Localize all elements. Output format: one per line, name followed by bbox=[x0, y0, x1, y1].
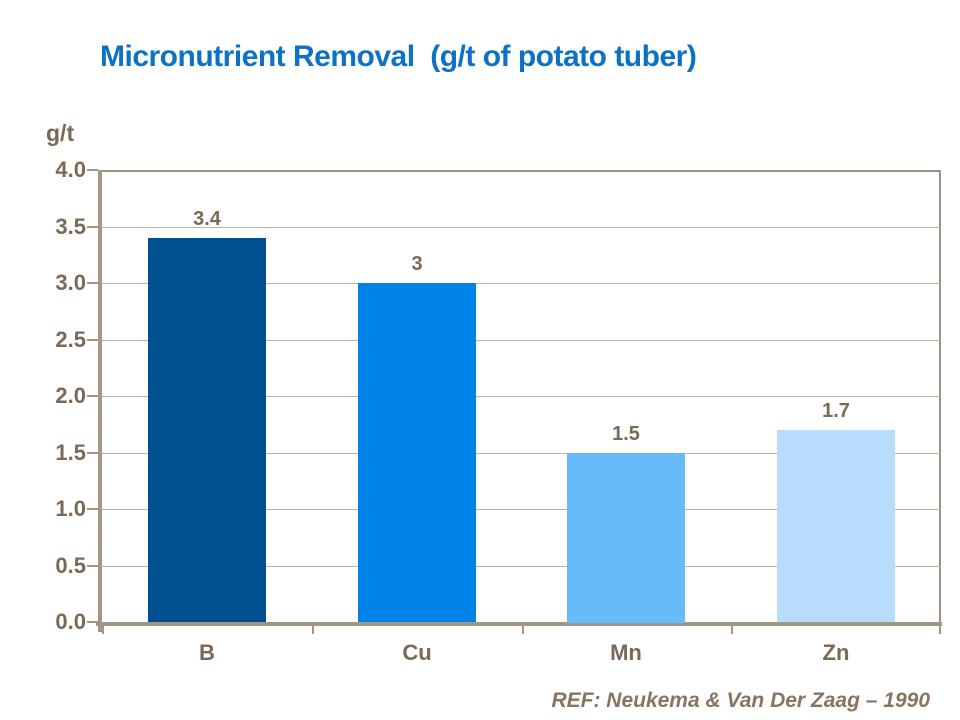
category-label-Zn: Zn bbox=[822, 640, 850, 665]
y-tick-2.0 bbox=[87, 395, 98, 397]
bar-value-label-B: 3.4 bbox=[193, 208, 221, 230]
y-tick-label-4.0: 4.0 bbox=[55, 157, 86, 182]
reference-citation: REF: Neukema & Van Der Zaag – 1990 bbox=[551, 689, 930, 712]
category-label-Mn: Mn bbox=[610, 640, 642, 665]
gridline-2.5 bbox=[102, 340, 941, 341]
category-label-Cu: Cu bbox=[402, 640, 432, 665]
y-axis-unit-label: g/t bbox=[46, 120, 75, 146]
chart-title: Micronutrient Removal (g/t of potato tub… bbox=[100, 40, 697, 73]
gridline-3.0 bbox=[102, 283, 941, 284]
y-tick-label-0.5: 0.5 bbox=[55, 553, 86, 578]
y-tick-label-1.0: 1.0 bbox=[55, 496, 86, 521]
x-boundary-tick-3 bbox=[731, 626, 733, 634]
bar-Cu bbox=[358, 283, 476, 622]
bar-value-label-Cu: 3 bbox=[411, 253, 423, 275]
y-tick-label-1.5: 1.5 bbox=[55, 440, 86, 465]
gridline-2.0 bbox=[102, 396, 941, 397]
y-tick-3.0 bbox=[87, 282, 98, 284]
x-boundary-tick-2 bbox=[522, 626, 524, 634]
y-tick-3.5 bbox=[87, 226, 98, 228]
y-tick-4.0 bbox=[87, 169, 98, 171]
bar-Zn bbox=[777, 430, 895, 622]
bar-value-label-Zn: 1.7 bbox=[822, 400, 850, 422]
y-tick-label-2.5: 2.5 bbox=[55, 327, 86, 352]
x-boundary-tick-0 bbox=[102, 626, 104, 634]
y-tick-1.0 bbox=[87, 508, 98, 510]
y-tick-2.5 bbox=[87, 339, 98, 341]
y-tick-label-3.0: 3.0 bbox=[55, 270, 86, 295]
y-tick-0.0 bbox=[87, 621, 98, 623]
category-label-B: B bbox=[199, 640, 215, 665]
y-tick-0.5 bbox=[87, 565, 98, 567]
bar-value-label-Mn: 1.5 bbox=[612, 423, 640, 445]
y-axis-line bbox=[98, 170, 102, 632]
bar-B bbox=[148, 238, 266, 622]
y-tick-1.5 bbox=[87, 452, 98, 454]
x-axis-line bbox=[96, 622, 942, 626]
x-boundary-tick-4 bbox=[939, 626, 941, 634]
gridline-0.5 bbox=[102, 566, 941, 567]
gridline-3.5 bbox=[102, 227, 941, 228]
y-tick-label-0.0: 0.0 bbox=[55, 609, 86, 634]
gridline-1.5 bbox=[102, 453, 941, 454]
y-tick-label-2.0: 2.0 bbox=[55, 383, 86, 408]
y-tick-label-3.5: 3.5 bbox=[55, 214, 86, 239]
x-boundary-tick-1 bbox=[312, 626, 314, 634]
bar-Mn bbox=[567, 453, 685, 623]
gridline-1.0 bbox=[102, 509, 941, 510]
